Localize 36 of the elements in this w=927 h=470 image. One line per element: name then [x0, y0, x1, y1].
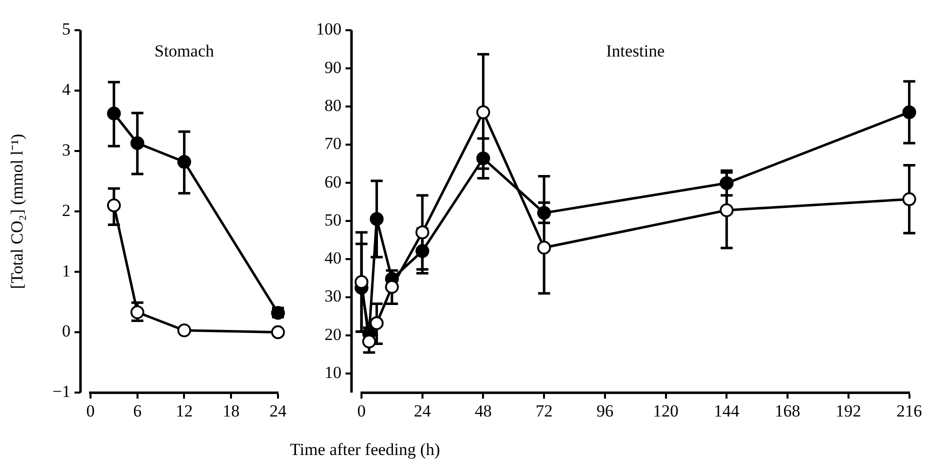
x-tick-label: 216	[896, 401, 922, 420]
x-tick-label: 24	[270, 401, 287, 420]
y-axis-title: [Total CO₂] (mmol l⁻¹)	[8, 134, 27, 289]
x-tick-label: 0	[86, 401, 95, 420]
y-tick-label: 100	[316, 20, 342, 39]
y-tick-label: 50	[324, 210, 342, 230]
y-tick-label: 60	[324, 172, 342, 192]
x-tick-label: 96	[596, 401, 614, 420]
y-tick-label: 2	[62, 200, 70, 220]
x-tick-label: 6	[133, 401, 142, 420]
x-tick-label: 12	[176, 401, 193, 420]
x-axis-title: Time after feeding (h)	[289, 440, 441, 460]
x-tick-label: 24	[414, 401, 432, 420]
y-tick-label: 70	[324, 134, 342, 154]
y-tick-label: 20	[324, 324, 342, 344]
y-tick-label: 40	[324, 248, 342, 268]
y-tick-label: 1	[62, 261, 70, 280]
y-tick-label: 30	[324, 286, 342, 306]
x-tick-label: 192	[836, 401, 862, 420]
y-tick-label: 10	[324, 362, 342, 382]
x-tick-label: 18	[222, 401, 240, 420]
text: Stomach	[154, 42, 214, 61]
y-tick-label: 4	[62, 80, 71, 100]
y-tick-label: 80	[324, 96, 342, 115]
text: Intestine	[606, 42, 665, 61]
y-tick-label: 90	[324, 58, 342, 77]
x-tick-label: 48	[474, 401, 492, 420]
x-tick-label: 0	[357, 401, 366, 420]
x-tick-label: 120	[653, 401, 679, 420]
x-tick-label: 144	[714, 401, 740, 420]
y-tick-label: 5	[62, 20, 70, 39]
x-tick-label: 72	[536, 401, 553, 420]
y-tick-label: 0	[62, 322, 70, 341]
y-tick-label: −1	[52, 382, 70, 402]
x-tick-label: 168	[774, 401, 800, 420]
y-tick-label: 3	[62, 140, 70, 160]
